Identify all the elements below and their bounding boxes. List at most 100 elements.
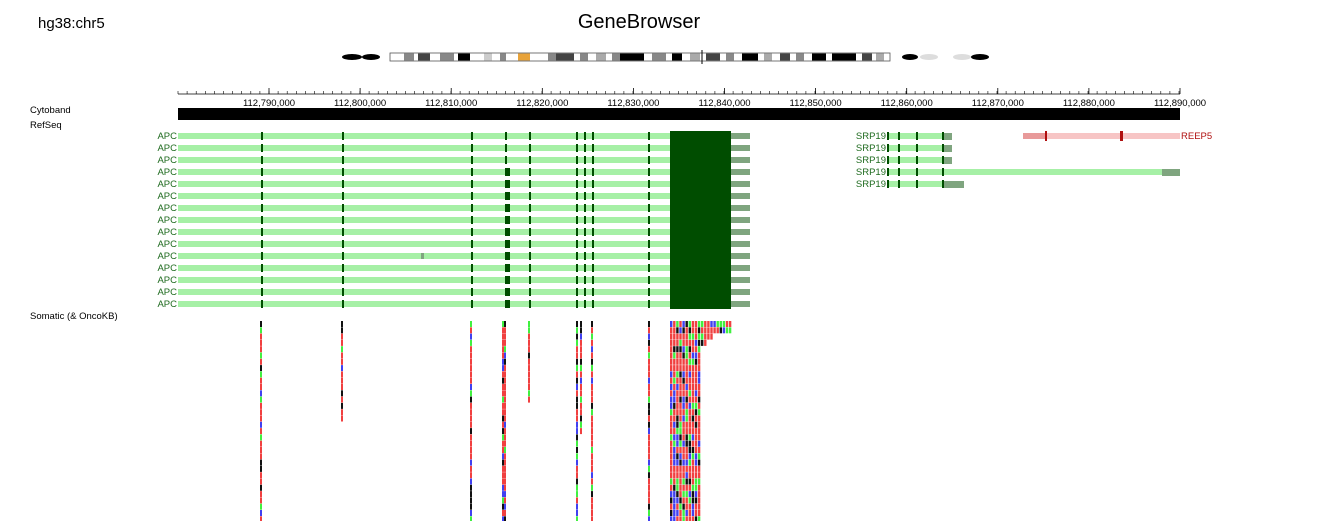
ruler-tick-label: 112,820,000 (516, 98, 568, 109)
mutation-mark (580, 365, 582, 372)
mutation-mark (676, 447, 679, 453)
mutation-mark (260, 421, 262, 428)
mutation-mark (580, 333, 582, 340)
apc-intron (178, 133, 670, 139)
mutation-mark (688, 377, 691, 384)
apc-exon (505, 144, 507, 152)
apc-utr (731, 253, 750, 259)
apc-transcript-label: APC (157, 155, 177, 166)
srp19-transcript-label: SRP19 (856, 167, 886, 178)
mutation-mark (685, 352, 688, 359)
mutation-mark (673, 396, 676, 403)
mutation-mark (648, 352, 650, 359)
mutation-mark (576, 333, 578, 340)
mutation-mark (694, 358, 698, 365)
apc-exon (529, 192, 531, 200)
apc-intron (178, 265, 670, 271)
apc-exon (471, 240, 473, 248)
mutation-mark (502, 434, 504, 441)
apc-transcript-label: APC (157, 131, 177, 142)
mutation-mark (694, 346, 698, 353)
mutation-mark (679, 516, 682, 521)
apc-transcripts[interactable]: APCAPCAPCAPCAPCAPCAPCAPCAPCAPCAPCAPCAPCA… (157, 131, 750, 310)
apc-exon (261, 180, 263, 188)
apc-exon (584, 216, 586, 224)
apc-exon (592, 168, 594, 176)
mutation-mark (673, 333, 676, 340)
apc-exon (529, 204, 531, 212)
mutation-mark (670, 434, 673, 441)
mutation-mark (670, 333, 673, 340)
cytoband-segment (876, 53, 884, 61)
apc-exon (261, 300, 263, 308)
apc-transcript-label: APC (157, 143, 177, 154)
mutation-mark (688, 327, 691, 334)
mutation-mark (648, 371, 650, 378)
cytoband-segment (862, 53, 872, 61)
mutation-mark (673, 402, 676, 409)
mutation-mark (260, 409, 262, 416)
mutation-mark (688, 421, 691, 428)
mutation-mark (580, 415, 582, 422)
mutation-mark (673, 459, 676, 466)
cytoband-track-label: Cytoband (30, 105, 71, 116)
srp19-intron (887, 157, 942, 163)
mutation-mark (697, 478, 701, 485)
mutation-mark (676, 358, 679, 365)
mutation-mark (341, 402, 343, 409)
cytoband-bar[interactable] (178, 108, 1180, 120)
mutation-mark (694, 415, 698, 422)
mutation-mark (682, 358, 685, 365)
mutation-mark (648, 440, 650, 447)
mutation-mark (576, 478, 578, 485)
apc-exon (505, 216, 510, 224)
somatic-mutations-track[interactable] (260, 321, 732, 521)
srp19-exon (916, 156, 918, 164)
mutation-mark (648, 478, 650, 485)
mutation-mark (502, 453, 504, 460)
mutation-mark (648, 453, 650, 460)
reep5-transcript[interactable]: REEP5 (1023, 131, 1212, 142)
mutation-mark (670, 472, 673, 479)
apc-exon (576, 240, 578, 248)
mutation-mark (580, 384, 582, 390)
apc-exon (576, 180, 578, 188)
mutation-mark (682, 333, 685, 340)
mutation-mark (260, 503, 262, 510)
mutation-mark (694, 491, 698, 498)
mutation-mark (697, 465, 701, 472)
mutation-mark (713, 327, 716, 334)
chromosome-ideogram[interactable] (342, 50, 989, 64)
coordinate-ruler[interactable]: 112,790,000 112,800,000 112,810,000 112,820… (177, 88, 1206, 109)
mutation-mark (697, 472, 701, 479)
apc-intron (178, 181, 670, 187)
mutation-mark (694, 384, 698, 390)
srp19-exon (942, 168, 944, 176)
mutation-mark (685, 510, 688, 516)
mutation-mark (670, 346, 673, 353)
srp19-exon (898, 180, 900, 188)
apc-exon (342, 228, 344, 236)
apc-intron (178, 169, 670, 175)
mutation-mark (591, 396, 593, 403)
mutation-mark (682, 415, 685, 422)
mutation-mark (341, 396, 343, 403)
mutation-mark (591, 327, 593, 334)
mutation-mark (648, 465, 650, 472)
apc-exon (505, 264, 510, 272)
mutation-mark (685, 371, 688, 378)
mutation-mark (688, 390, 691, 397)
mutation-mark (679, 459, 682, 466)
srp19-exon (887, 156, 889, 164)
mutation-mark (697, 516, 701, 521)
mutation-mark (502, 384, 504, 390)
mutation-mark (694, 510, 698, 516)
mutation-mark (676, 321, 679, 327)
mutation-mark (648, 434, 650, 441)
mutation-mark (528, 365, 530, 372)
apc-exon (471, 204, 473, 212)
mutation-mark (704, 327, 707, 334)
mutation-mark (470, 503, 472, 510)
